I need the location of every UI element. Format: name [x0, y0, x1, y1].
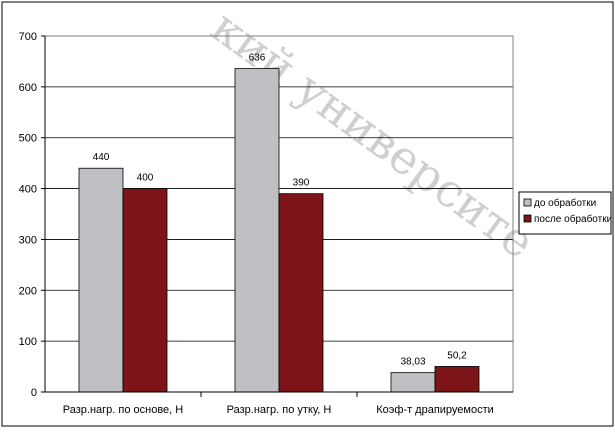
- data-label: 440: [93, 152, 110, 163]
- x-tick-label: Разр.нагр. по основе, Н: [63, 404, 184, 416]
- legend-box: [518, 191, 612, 235]
- y-tick-label: 100: [19, 336, 37, 348]
- bars: [78, 68, 480, 393]
- labels: 440 400 Разр.нагр. по основе, Н 636 390 Разр.…: [63, 53, 494, 416]
- data-label: 390: [293, 178, 310, 189]
- bar: [278, 193, 324, 393]
- data-label: 50,2: [447, 350, 467, 361]
- legend-swatch: [523, 198, 532, 207]
- y-tick-label: 300: [19, 234, 37, 246]
- x-tick-label: Коэф-т драпируемости: [376, 404, 494, 416]
- axes: 0 100 200 300 400 500 600 700: [19, 31, 513, 399]
- data-label: 636: [249, 53, 266, 64]
- bar: [234, 68, 280, 393]
- y-tick-label: 500: [19, 133, 37, 145]
- legend-label: после обработки: [534, 213, 612, 225]
- bar: [390, 372, 436, 393]
- data-label: 400: [137, 173, 154, 184]
- bar: [122, 188, 168, 393]
- bar: [78, 167, 124, 393]
- y-tick-label: 400: [19, 184, 37, 196]
- x-tick-label: Разр.нагр. по утку, Н: [227, 404, 332, 416]
- y-tick-label: 200: [19, 285, 37, 297]
- legend-label: до обработки: [534, 197, 596, 209]
- y-tick-label: 0: [31, 387, 37, 399]
- legend-swatch: [523, 214, 532, 223]
- data-label: 38,03: [400, 357, 425, 368]
- legend: до обработки после обработки: [518, 191, 612, 235]
- y-tick-label: 700: [19, 31, 37, 43]
- y-tick-label: 600: [19, 82, 37, 94]
- bar: [434, 366, 480, 393]
